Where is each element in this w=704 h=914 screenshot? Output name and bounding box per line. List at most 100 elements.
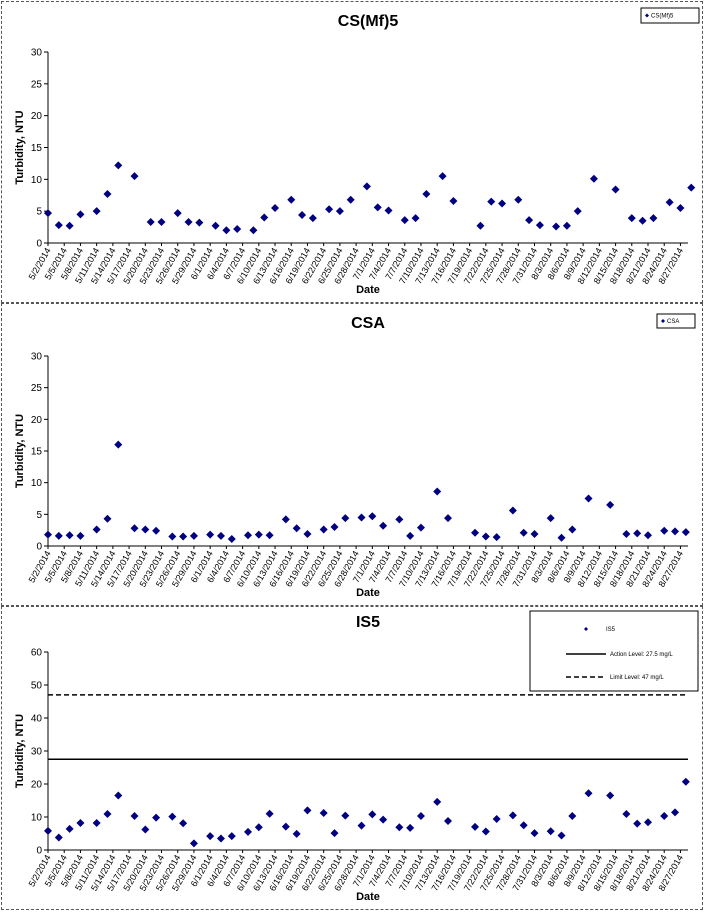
data-point	[638, 216, 647, 225]
data-point	[606, 500, 615, 509]
y-tick-label: 20	[31, 111, 43, 122]
y-tick-label: 20	[31, 415, 43, 426]
x-axis-label: Date	[356, 587, 380, 599]
data-point	[568, 525, 577, 534]
data-point	[508, 811, 517, 820]
data-point	[319, 809, 328, 818]
data-point	[65, 531, 74, 540]
data-point	[573, 207, 582, 216]
data-point	[227, 535, 236, 544]
data-point	[260, 213, 269, 222]
data-point	[103, 810, 112, 819]
data-point	[265, 531, 274, 540]
data-point	[244, 531, 252, 540]
data-point	[303, 806, 312, 815]
data-point	[481, 532, 490, 541]
data-point	[546, 827, 555, 836]
data-point	[411, 214, 420, 223]
data-point	[103, 514, 112, 523]
data-point	[487, 197, 496, 206]
data-point	[325, 205, 334, 214]
data-point	[406, 823, 415, 832]
data-point	[622, 810, 631, 819]
data-point	[319, 525, 328, 534]
data-point	[65, 824, 74, 833]
data-point	[130, 812, 139, 821]
data-point	[584, 494, 593, 503]
legend-label: Action Level: 27.5 mg/L	[610, 652, 673, 658]
legend-label: CSA	[667, 319, 679, 325]
data-point	[449, 196, 458, 205]
data-point	[76, 210, 85, 219]
data-point	[330, 523, 339, 531]
data-point	[660, 526, 669, 535]
y-axis-label: Turbidity, NTU	[14, 714, 26, 788]
data-point	[557, 831, 566, 840]
data-point	[357, 513, 366, 522]
data-point	[341, 514, 350, 523]
data-point	[525, 216, 534, 225]
y-tick-label: 30	[31, 48, 43, 59]
y-tick-label: 10	[31, 175, 43, 186]
data-point	[184, 217, 193, 226]
data-point	[179, 819, 188, 828]
data-point	[660, 812, 669, 821]
chart-title: CSA	[351, 315, 385, 332]
x-axis-label: Date	[356, 284, 380, 296]
data-point	[471, 528, 480, 537]
data-point	[633, 819, 642, 828]
data-point	[362, 182, 371, 191]
legend-marker	[645, 13, 649, 18]
data-point	[552, 222, 561, 231]
data-point	[44, 530, 52, 539]
data-point	[114, 161, 123, 170]
chart-panel-csa: CSA 0 5 10 15 20 25 30 Turbidity, NTU 5/2/2014 5/5…	[1, 303, 703, 606]
data-point	[671, 808, 680, 817]
y-tick-label: 10	[31, 478, 43, 489]
legend-marker	[584, 627, 588, 631]
legend-label: IS5	[606, 627, 616, 633]
data-point	[492, 814, 501, 823]
data-point	[130, 524, 139, 533]
legend-box	[529, 610, 699, 692]
y-tick-label: 5	[36, 207, 42, 218]
data-point	[292, 524, 301, 533]
legend-label: CS(Mf)5	[651, 14, 674, 20]
chart-title: CS(Mf)5	[338, 13, 399, 30]
data-point	[168, 812, 177, 821]
data-point	[222, 226, 231, 235]
data-point	[481, 827, 490, 836]
data-point	[216, 834, 225, 843]
data-point	[530, 529, 539, 538]
data-point	[179, 532, 188, 541]
data-point	[254, 823, 263, 832]
data-point	[216, 531, 225, 540]
x-axis-label: Date	[356, 891, 380, 903]
data-point	[298, 210, 307, 219]
data-point	[676, 203, 685, 212]
data-point	[379, 521, 388, 530]
data-point	[206, 832, 215, 841]
data-point	[530, 829, 539, 838]
data-point	[157, 217, 166, 226]
data-point	[227, 832, 236, 841]
data-point	[687, 183, 696, 192]
data-point	[562, 221, 571, 230]
data-point	[346, 195, 355, 204]
data-point	[341, 811, 350, 820]
data-point	[168, 532, 177, 541]
data-point	[368, 512, 377, 521]
data-point	[114, 791, 123, 800]
chart-panel-is5: IS5 0 10 20 30 40 50 60 Turbidity, NTU 5/2/2014 5/…	[1, 606, 703, 910]
data-point	[330, 829, 339, 838]
data-point	[152, 813, 161, 822]
data-point	[76, 531, 85, 540]
data-point	[422, 189, 431, 198]
data-point	[141, 525, 150, 534]
data-point	[54, 221, 63, 230]
data-point	[546, 514, 555, 523]
data-point	[130, 172, 139, 181]
y-tick-label: 0	[36, 239, 42, 250]
data-point	[649, 214, 658, 223]
